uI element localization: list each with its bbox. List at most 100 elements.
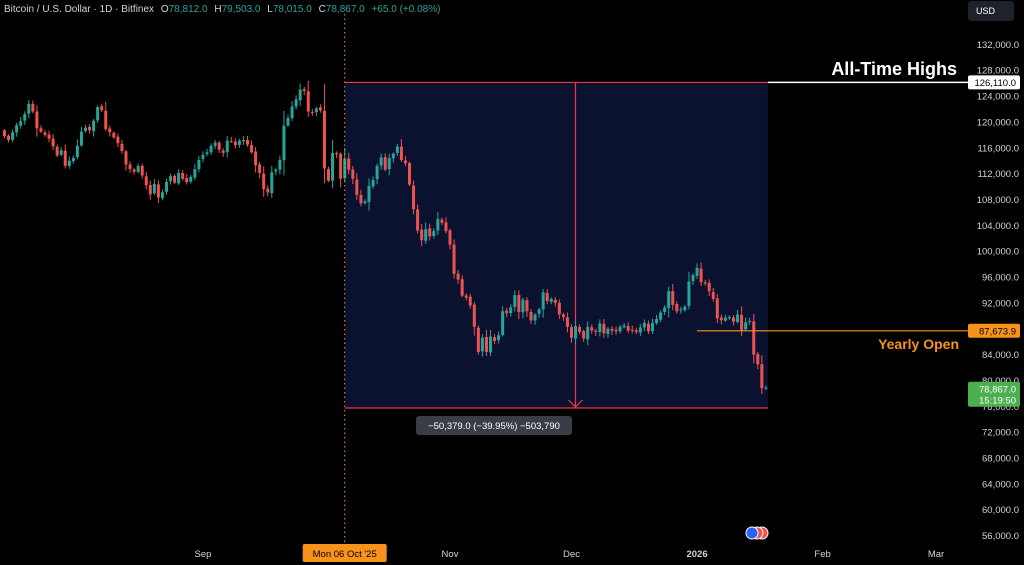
event-flag-icon[interactable] (745, 526, 759, 540)
time-tick-label: 2026 (686, 549, 707, 560)
candle (355, 173, 359, 200)
candle (278, 155, 282, 175)
candle (610, 326, 614, 336)
candle (448, 228, 452, 250)
candle-body (229, 141, 233, 143)
candle (225, 135, 229, 158)
candle-body (582, 331, 586, 339)
price-tick-label: 116,000.0 (977, 143, 1019, 154)
candle (395, 143, 399, 157)
candle (185, 173, 189, 185)
bar-countdown: 15:19:50 (979, 396, 1016, 407)
candle (756, 351, 760, 370)
candle-body (88, 127, 92, 131)
candle-body (432, 231, 436, 236)
candle (752, 313, 756, 364)
candle (428, 223, 432, 241)
candle-body (92, 120, 96, 132)
candle-body (282, 125, 286, 161)
candle (181, 170, 185, 181)
candle (537, 307, 541, 318)
measure-box[interactable] (344, 81, 768, 409)
candle-body (646, 323, 650, 332)
candle-body (128, 164, 132, 170)
candle-body (108, 128, 112, 133)
ath-price-tag: 126,110.0 (974, 78, 1016, 89)
candle-body (748, 320, 752, 322)
candle-body (148, 184, 152, 195)
candle-body (19, 121, 23, 126)
candle (574, 321, 578, 345)
candle-body (428, 228, 432, 237)
candle-body (756, 353, 760, 365)
candle (189, 174, 193, 184)
candle-body (379, 157, 383, 166)
candle-body (719, 317, 723, 321)
candle (331, 139, 335, 189)
candle-body (586, 326, 590, 340)
candle-body (100, 106, 104, 111)
candle (468, 293, 472, 309)
candle (408, 161, 411, 187)
candle-body (484, 336, 488, 352)
candle (638, 324, 642, 337)
candle-body (501, 311, 505, 335)
candle (193, 163, 197, 181)
candle-body (23, 114, 27, 121)
candle (626, 322, 630, 333)
measure-box-area[interactable] (344, 82, 768, 408)
candle-body (104, 110, 108, 130)
candle (246, 135, 249, 147)
candle-body (711, 291, 715, 299)
candle-body (298, 89, 302, 101)
candle (634, 327, 638, 335)
candle-body (707, 282, 711, 292)
candle (201, 151, 205, 163)
candle-body (185, 178, 189, 183)
candle-body (152, 183, 156, 194)
candle (79, 126, 83, 147)
candle-body (15, 125, 19, 133)
candle-body (387, 158, 391, 170)
candle-body (335, 153, 339, 155)
candle-body (614, 329, 618, 332)
candle (359, 189, 363, 207)
candle-body (533, 314, 537, 321)
candle (663, 305, 667, 316)
candle-body (497, 335, 501, 341)
candle (165, 178, 168, 195)
candle-body (610, 328, 614, 331)
price-tick-label: 100,000.0 (977, 247, 1019, 258)
candle (47, 130, 51, 143)
date-marker-bg (302, 544, 387, 562)
candle (416, 204, 420, 234)
candle (630, 325, 634, 334)
candle (383, 153, 387, 172)
candle (351, 165, 355, 185)
candle (84, 124, 87, 133)
price-tick-label: 120,000.0 (977, 117, 1019, 128)
currency-button[interactable]: USD (968, 1, 1014, 21)
candle-body (96, 107, 100, 121)
candle-body (626, 326, 630, 331)
candle (497, 331, 501, 344)
candle-body (290, 106, 294, 119)
candle (570, 324, 573, 343)
candle (347, 152, 351, 175)
candle-body (359, 195, 363, 204)
candle-body (590, 327, 594, 331)
candle (549, 297, 553, 305)
candle (760, 355, 764, 394)
candle (51, 134, 55, 151)
candle-body (557, 302, 561, 315)
candle-body (3, 130, 6, 137)
candle (505, 307, 509, 318)
ath-label: All-Time Highs (831, 59, 957, 79)
candle-body (723, 317, 727, 321)
candle (651, 318, 654, 335)
candle (156, 180, 160, 204)
candle (695, 263, 699, 280)
candle-body (553, 299, 557, 303)
candle-body (420, 229, 424, 241)
